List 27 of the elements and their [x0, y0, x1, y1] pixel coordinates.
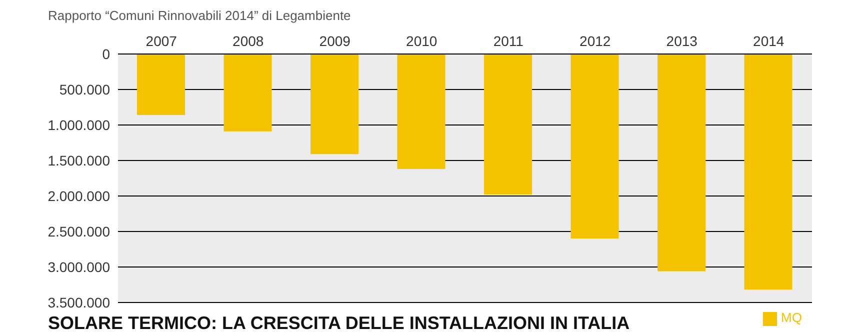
text: SOLARE TERMICO: LA CRESCITA DELLE INSTALLAZIONI IN ITALIA [48, 313, 630, 334]
y-tick-label: 2.000.000 [48, 188, 110, 204]
bar [570, 54, 619, 239]
bar [397, 54, 446, 169]
x-tick-label: 2012 [580, 33, 611, 49]
x-tick-label: 2009 [319, 33, 351, 49]
bar [137, 54, 185, 116]
y-tick-label: 0 [102, 46, 110, 62]
bar [658, 54, 706, 272]
x-tick-label: 2013 [666, 33, 698, 49]
y-tick-label: 3.000.000 [48, 258, 110, 275]
x-tick-label: 2008 [232, 33, 264, 49]
text: Rapporto “Comuni Rinnovabili 2014” di Legambiente [48, 8, 351, 23]
bar [484, 54, 532, 195]
y-tick-label: 500.000 [59, 81, 110, 98]
x-tick-label: 2007 [146, 33, 178, 49]
bar [744, 54, 792, 290]
y-tick-label: 2.500.000 [48, 223, 110, 240]
x-tick-label: 2011 [493, 33, 524, 49]
y-tick-label: 3.500.000 [48, 294, 110, 310]
y-tick-label: 1.000.000 [48, 116, 110, 133]
x-tick-label: 2014 [753, 33, 784, 49]
y-tick-label: 1.500.000 [48, 152, 110, 168]
bar [224, 54, 272, 132]
x-tick-label: 2010 [406, 33, 438, 49]
bar [310, 54, 358, 154]
legend-label: MQ [781, 310, 802, 326]
